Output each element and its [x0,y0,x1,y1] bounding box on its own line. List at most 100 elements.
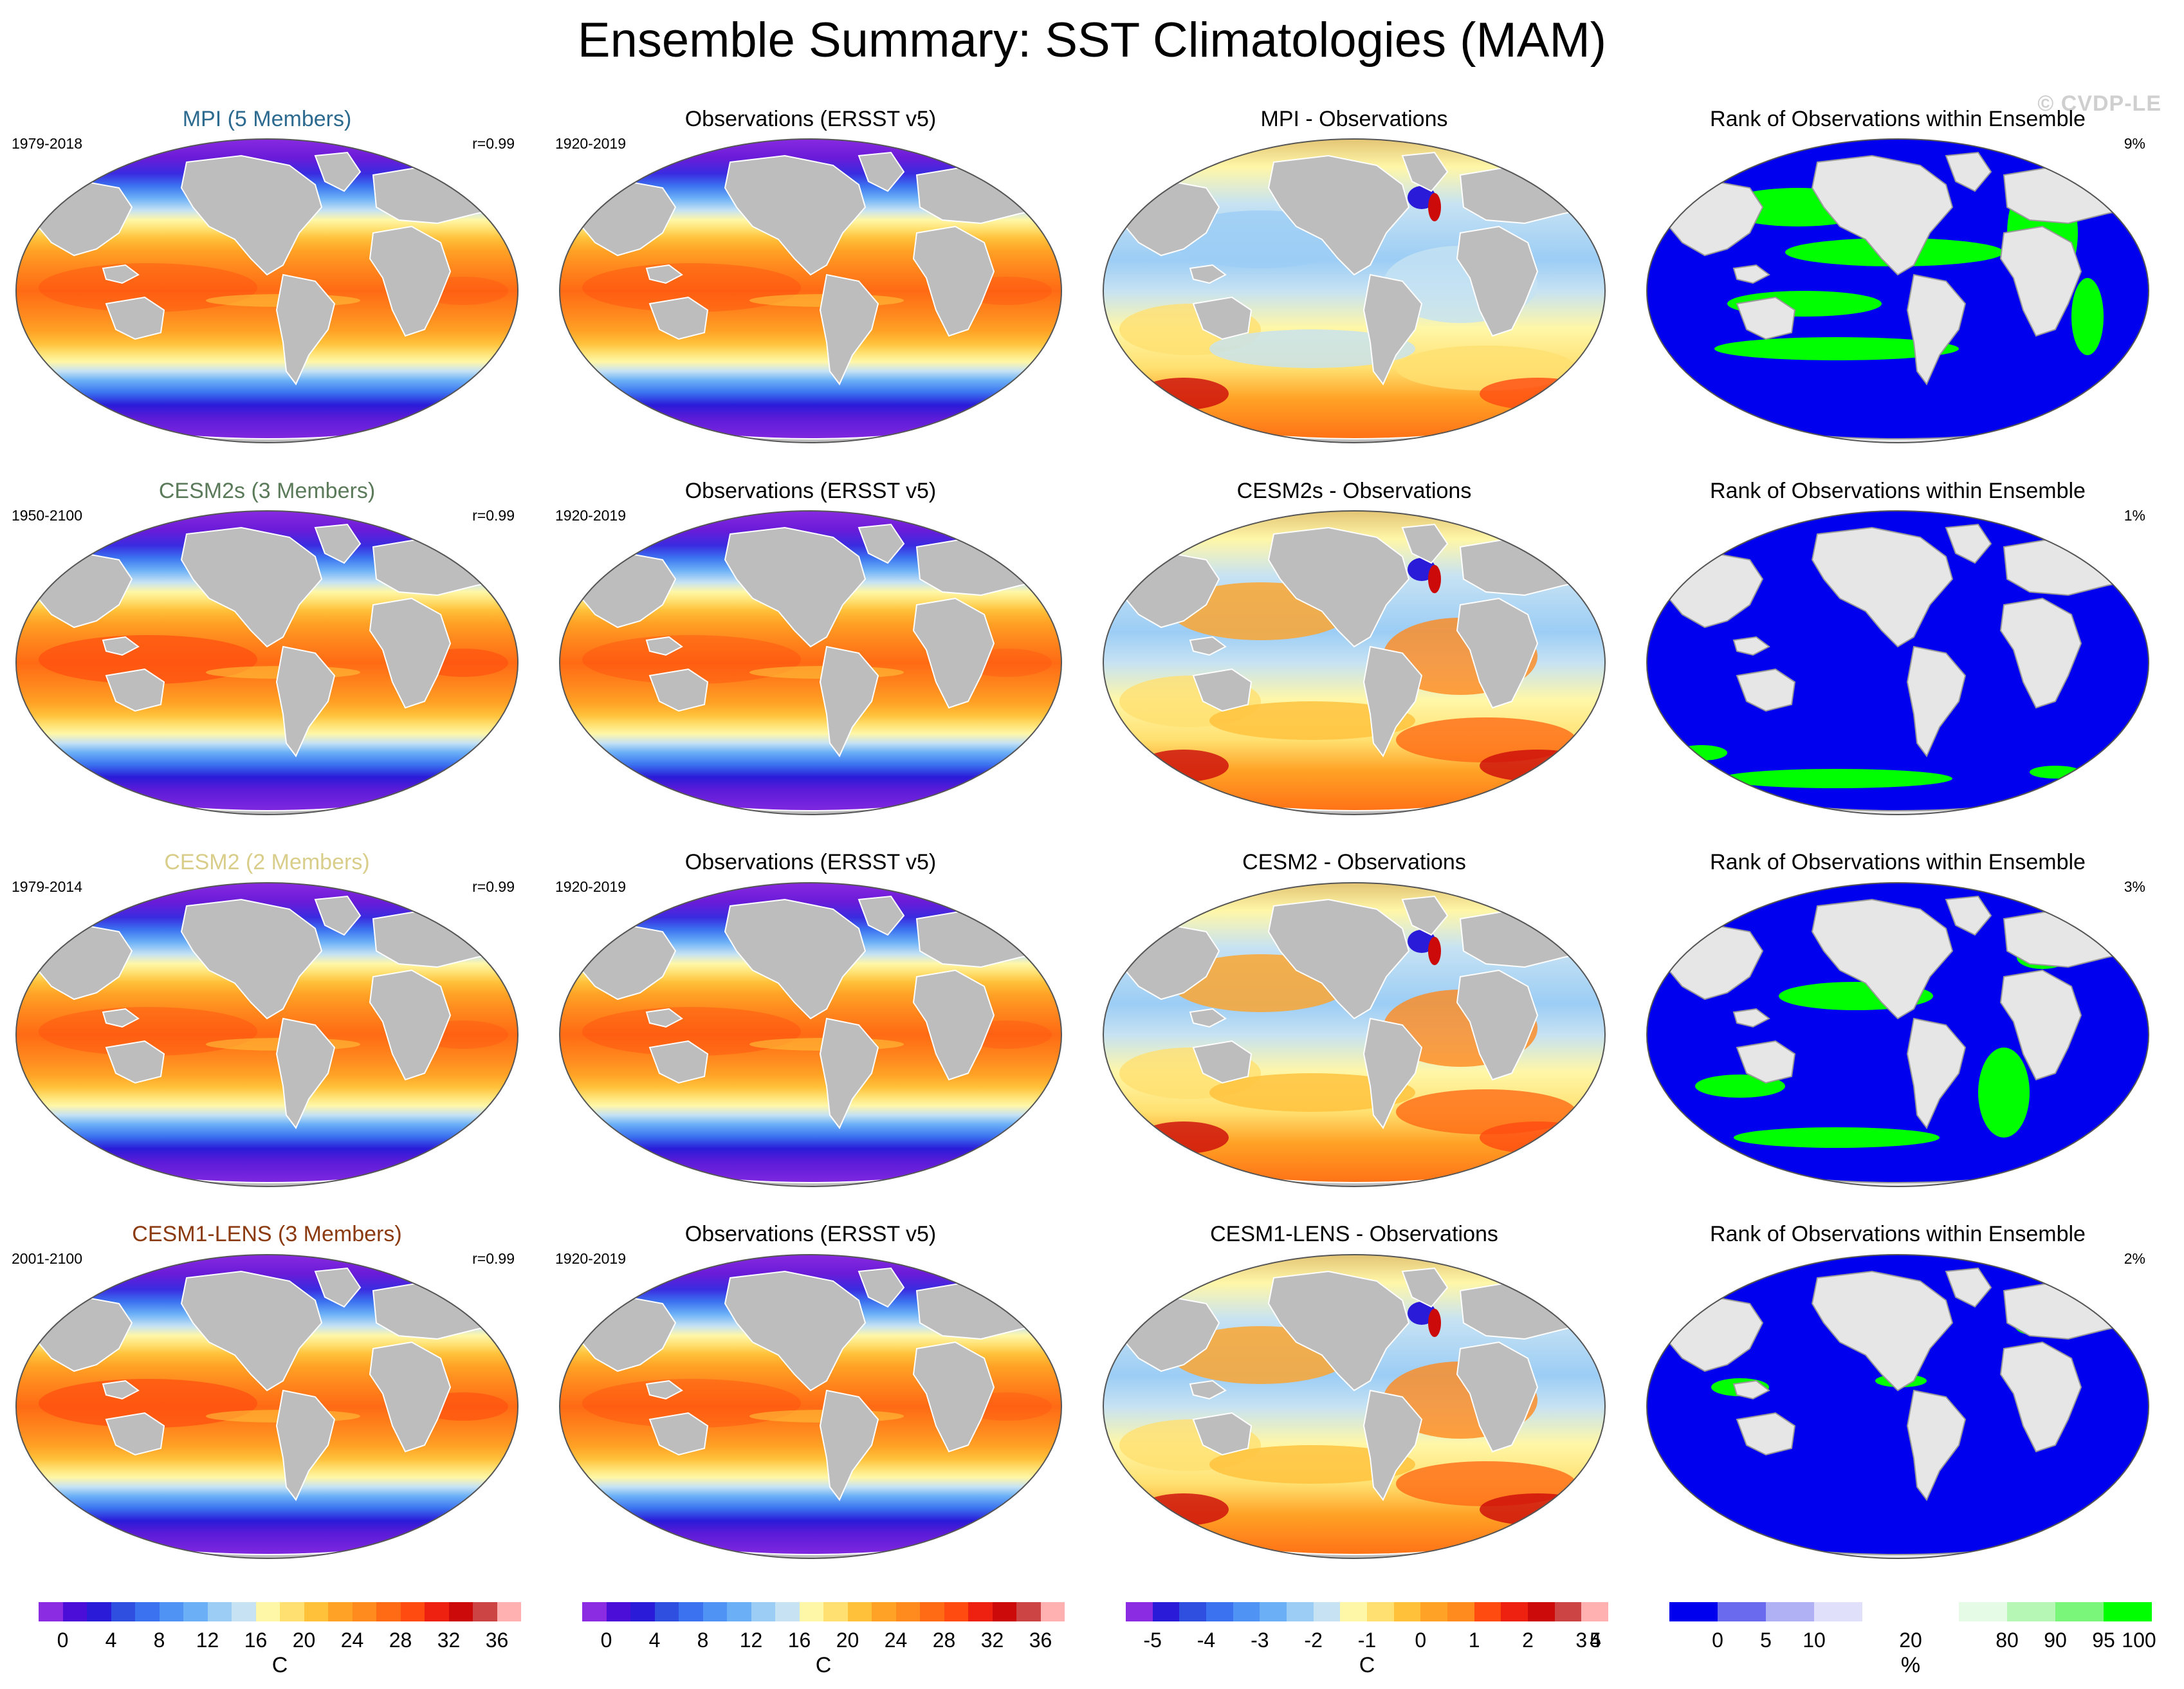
colorbar-strip [39,1602,521,1621]
colorbar-box [111,1602,135,1621]
colorbar-box [448,1602,473,1621]
colorbar-box [328,1602,353,1621]
colorbar-tick-label: 10 [1803,1629,1826,1652]
colorbar-box [207,1602,232,1621]
colorbar-box [582,1602,607,1621]
colorbar-box [2104,1602,2152,1621]
colorbar-tick-label: 16 [244,1629,268,1652]
pattern-correlation-label: r=0.99 [472,135,515,152]
obs-sst-map [559,138,1062,443]
colorbar-box [1528,1602,1555,1621]
rank-map [1646,510,2149,815]
colorbar: 0 5 10 20 80 90 95 100% [1669,1602,2156,1677]
colorbar-box [1862,1602,1911,1621]
colorbar-box [1474,1602,1501,1621]
rank-title: Rank of Observations within Ensemble [1710,850,2086,874]
rank-title: Rank of Observations within Ensemble [1710,1222,2086,1246]
colorbar-tick-label: 0 [1415,1629,1427,1652]
rank-title: Rank of Observations within Ensemble [1710,479,2086,503]
colorbar-box [1814,1602,1862,1621]
diff-title: CESM2s - Observations [1236,479,1472,503]
model-sst-map [15,1254,518,1559]
colorbar-box [400,1602,425,1621]
obs-sst-map [559,1254,1062,1559]
colorbar-box [702,1602,727,1621]
colorbar-box [823,1602,848,1621]
obs-title: Observations (ERSST v5) [684,1222,937,1246]
colorbar-strip [1126,1602,1609,1621]
colorbar-box [87,1602,111,1621]
colorbar-box [968,1602,993,1621]
colorbar-unit-label: C [271,1653,288,1677]
colorbar-unit-label: C [1359,1653,1375,1677]
colorbar-box [2007,1602,2055,1621]
colorbar-box [751,1602,775,1621]
colorbar-strip [582,1602,1065,1621]
colorbar-box [799,1602,823,1621]
colorbar-box [944,1602,968,1621]
pattern-correlation-label: r=0.99 [472,878,515,895]
colorbar-box [232,1602,256,1621]
difference-map [1103,1254,1606,1559]
colorbar-box [255,1602,280,1621]
colorbar-tick-label: 2 [1522,1629,1534,1652]
colorbar-tick-label: 28 [389,1629,412,1652]
colorbar-box [1420,1602,1448,1621]
colorbar-box [1393,1602,1421,1621]
colorbar-box [159,1602,183,1621]
figure-title: Ensemble Summary: SST Climatologies (MAM… [577,13,1607,68]
colorbar-box [1233,1602,1260,1621]
colorbar-tick-label: 20 [292,1629,316,1652]
diff-title: CESM2 - Observations [1242,850,1466,874]
diff-title: CESM1-LENS - Observations [1210,1222,1498,1246]
colorbar-box [1179,1602,1207,1621]
colorbar-box [872,1602,896,1621]
colorbar-tick-label: 100 [2122,1629,2156,1652]
obs-period-label: 1920-2019 [555,135,626,152]
colorbar-tick-label: 24 [884,1629,908,1652]
colorbar-tick-label: 4 [105,1629,117,1652]
rank-percent-label: 2% [2124,1250,2145,1267]
colorbar-box [679,1602,703,1621]
colorbar-tick-label: 80 [1996,1629,2019,1652]
cvdp-watermark: © CVDP-LE [2037,91,2161,116]
colorbar-box [1669,1602,1718,1621]
colorbar-box [630,1602,655,1621]
colorbar-box [1287,1602,1314,1621]
colorbar-tick-label: 20 [836,1629,859,1652]
rank-percent-label: 3% [2124,878,2145,895]
colorbar-box [895,1602,920,1621]
colorbar-tick-label: -3 [1251,1629,1269,1652]
colorbar-tick-label: 8 [697,1629,709,1652]
model-period-label: 1950-2100 [12,507,82,524]
colorbar-box [1959,1602,2007,1621]
model-title: CESM1-LENS (3 Members) [132,1222,402,1246]
obs-period-label: 1920-2019 [555,878,626,895]
obs-sst-map [559,510,1062,815]
colorbar-tick-label: -4 [1197,1629,1216,1652]
colorbar: 0 4 8 12 16 20 24 28 32 36 C [582,1602,1065,1677]
colorbar-unit-label: % [1900,1653,1921,1677]
difference-map [1103,510,1606,815]
colorbar-tick-label: 1 [1468,1629,1480,1652]
model-sst-map [15,138,518,443]
colorbar-strip [1669,1602,2152,1621]
model-period-label: 2001-2100 [12,1250,82,1267]
model-sst-map [15,882,518,1187]
colorbar-box [920,1602,944,1621]
colorbar-box [606,1602,630,1621]
obs-sst-map [559,882,1062,1187]
colorbar-box [135,1602,160,1621]
colorbar-tick-label: 24 [340,1629,364,1652]
colorbar-box [1367,1602,1394,1621]
colorbar-tick-label: 0 [600,1629,612,1652]
colorbar-tick-label: 16 [787,1629,811,1652]
colorbar-box [1040,1602,1065,1621]
colorbar-box [1340,1602,1368,1621]
colorbar-box [727,1602,751,1621]
colorbar-box [1766,1602,1814,1621]
colorbar: -5 -4 -3 -2 -1 0 1 2 3 4 5 C [1126,1602,1609,1677]
obs-period-label: 1920-2019 [555,507,626,524]
obs-title: Observations (ERSST v5) [684,107,937,131]
model-title: CESM2 (2 Members) [164,850,370,874]
